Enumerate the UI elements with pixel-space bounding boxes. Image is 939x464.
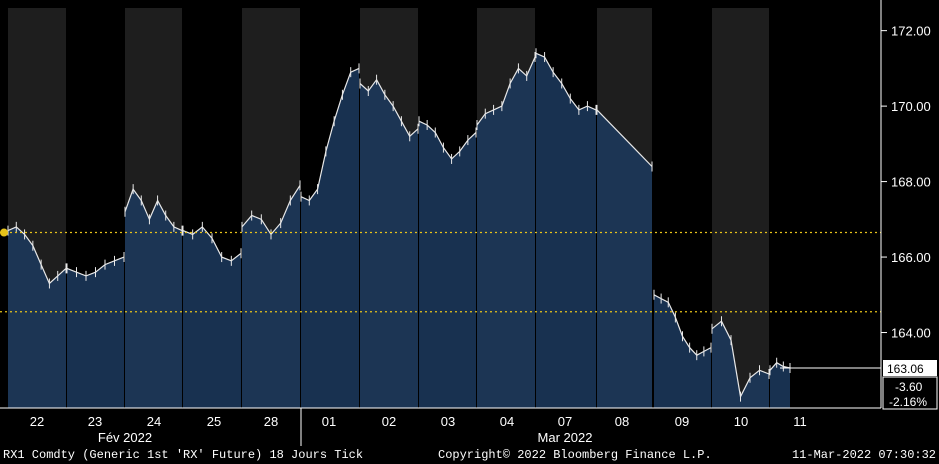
security-description: RX1 Comdty (Generic 1st 'RX' Future) 18 … (3, 448, 363, 462)
x-tick-label: 04 (500, 414, 514, 429)
session-area-10 (712, 321, 769, 408)
y-axis-ticks: 172.00 170.00 168.00 166.00 164.00 (881, 24, 931, 341)
session-area-24 (125, 189, 182, 408)
y-tick-label: 170.00 (891, 99, 931, 114)
x-tick-label: 22 (30, 414, 44, 429)
x-tick-label: 02 (382, 414, 396, 429)
x-tick-label: 03 (441, 414, 455, 429)
change-value: -3.60 (895, 380, 923, 394)
x-tick-label: 09 (675, 414, 689, 429)
y-tick-label: 168.00 (891, 175, 931, 190)
x-tick-label: 08 (615, 414, 629, 429)
x-tick-label: 25 (207, 414, 221, 429)
session-area-09 (654, 294, 711, 408)
session-area-07 (536, 53, 596, 409)
y-tick-label: 166.00 (891, 250, 931, 265)
session-area-11 (770, 362, 790, 408)
session-area-03 (419, 121, 476, 408)
session-area-28 (242, 185, 300, 408)
session-line-11 (769, 361, 791, 371)
x-axis-ticks: 22 23 24 25 28 01 02 03 04 07 08 09 10 11 Fév 2022 Mar … (30, 414, 807, 445)
session-line-03 (418, 120, 477, 160)
y-tick-label: 164.00 (891, 326, 931, 341)
session-line-01 (300, 67, 360, 202)
tick-bars (7, 48, 791, 402)
session-line-08 (596, 109, 653, 167)
x-tick-label: 23 (88, 414, 102, 429)
x-tick-label: 24 (147, 414, 161, 429)
change-box (882, 376, 938, 410)
axes (0, 0, 882, 446)
reference-lines (0, 228, 881, 369)
month-label: Mar 2022 (538, 430, 593, 445)
session-area-08 (597, 109, 652, 409)
session-area-01 (301, 68, 359, 409)
x-tick-label: 10 (734, 414, 748, 429)
x-tick-label: 11 (793, 414, 807, 429)
session-line-02 (359, 78, 419, 138)
session-line-24 (124, 187, 183, 232)
last-value-bg (883, 360, 937, 376)
session-area-22 (8, 226, 66, 408)
month-label: Fév 2022 (98, 430, 152, 445)
x-tick-label: 28 (264, 414, 278, 429)
session-area-02 (360, 79, 418, 408)
session-area-23 (67, 257, 124, 408)
x-tick-label: 01 (322, 414, 336, 429)
reference-marker (0, 228, 8, 237)
copyright: Copyright© 2022 Bloomberg Finance L.P. (438, 448, 712, 462)
x-tick-label: 07 (558, 414, 572, 429)
y-tick-label: 172.00 (891, 24, 931, 39)
session-area-25 (183, 226, 241, 408)
change-percent: -2.16% (889, 395, 927, 409)
session-line-22 (7, 226, 67, 285)
chart-footer: RX1 Comdty (Generic 1st 'RX' Future) 18 … (3, 448, 936, 462)
session-line-07 (535, 52, 597, 111)
session-line-04 (476, 56, 536, 126)
last-value-box: 163.06 -3.60-2.16% (882, 360, 938, 410)
timestamp: 11-Mar-2022 07:30:32 (792, 448, 936, 462)
last-value: 163.06 (887, 362, 924, 376)
